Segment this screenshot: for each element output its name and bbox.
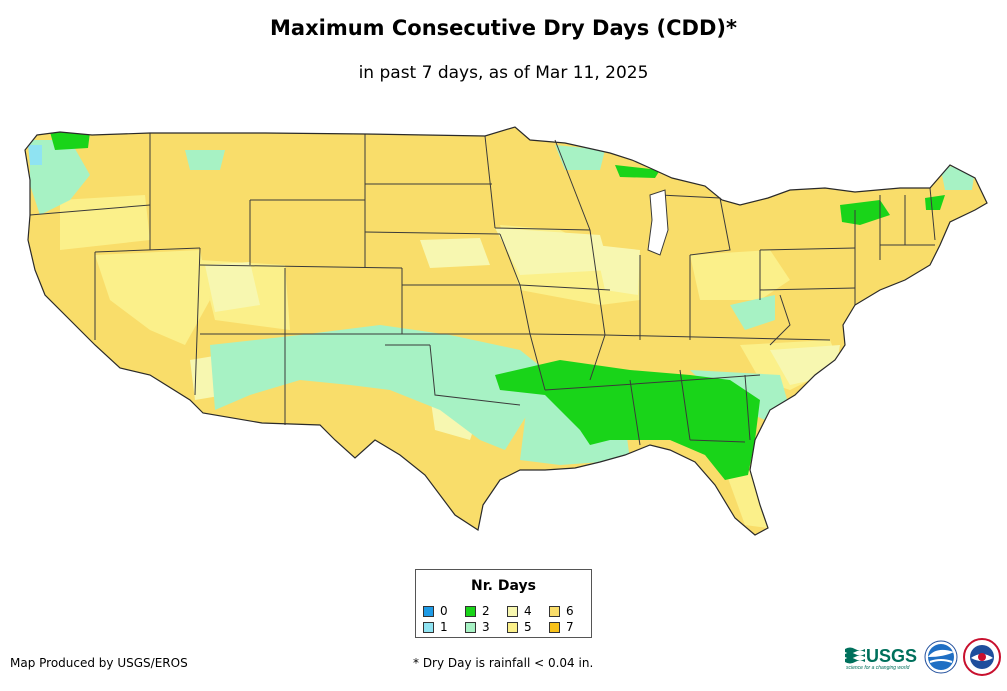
usgs-logo-text: USGS <box>866 646 917 666</box>
legend-item: 7 <box>549 619 591 635</box>
region-2-days-vermont <box>925 195 945 210</box>
noaa-logo-icon[interactable] <box>924 640 958 674</box>
region-5-days-ohio <box>690 250 790 300</box>
region-4-days-illinois <box>595 245 640 295</box>
region-3-days-great-lakes <box>555 145 605 170</box>
legend-swatch <box>465 605 476 617</box>
legend-item: 6 <box>549 603 591 619</box>
usgs-tagline: science for a changing world <box>846 665 910 671</box>
legend-item: 4 <box>507 603 549 619</box>
region-5-days-pacific-nw <box>60 195 150 250</box>
legend-label: 1 <box>440 620 448 634</box>
region-2-days-new-york <box>840 200 890 225</box>
legend-label: 7 <box>566 620 574 634</box>
legend-label: 5 <box>524 620 532 634</box>
map-credit: Map Produced by USGS/EROS <box>10 656 188 670</box>
lake-michigan <box>647 189 669 256</box>
legend-label: 4 <box>524 604 532 618</box>
region-1-day-olympic <box>28 145 42 165</box>
dry-day-footnote: * Dry Day is rainfall < 0.04 in. <box>413 656 594 670</box>
legend-swatch <box>423 621 434 633</box>
usgs-wave-icon <box>845 647 865 664</box>
legend-swatch <box>465 621 476 633</box>
legend-label: 2 <box>482 604 490 618</box>
legend-item: 3 <box>465 619 507 635</box>
legend-swatch <box>507 605 518 617</box>
legend-item: 2 <box>465 603 507 619</box>
legend-title: Nr. Days <box>471 578 536 594</box>
region-3-days-southern-plains <box>210 325 545 450</box>
region-2-days-north-washington <box>50 132 90 150</box>
region-5-days-great-basin <box>95 250 210 345</box>
map-title: Maximum Consecutive Dry Days (CDD)* <box>270 16 737 40</box>
legend-item: 0 <box>423 603 465 619</box>
legend-item: 5 <box>507 619 549 635</box>
region-3-days-montana <box>185 150 225 170</box>
legend-swatch <box>423 605 434 617</box>
legend-swatch <box>549 621 560 633</box>
legend-label: 0 <box>440 604 448 618</box>
usgs-logo[interactable]: USGS science for a changing world <box>844 643 918 671</box>
region-2-days-wisconsin <box>615 165 660 178</box>
map-subtitle: in past 7 days, as of Mar 11, 2025 <box>358 63 649 83</box>
region-2-days-deep-south <box>495 360 760 480</box>
legend-swatch <box>549 605 560 617</box>
us-outline <box>24 126 988 536</box>
legend-grid: 0 2 4 6 1 3 5 7 <box>423 603 591 635</box>
legend-label: 3 <box>482 620 490 634</box>
region-3-days-washington <box>30 140 90 215</box>
legend-label: 6 <box>566 604 574 618</box>
region-4-days-iowa <box>495 228 610 275</box>
region-3-days-appalachians <box>730 295 775 330</box>
nws-logo-icon[interactable] <box>963 638 1001 676</box>
legend: Nr. Days 0 2 4 6 1 3 5 7 <box>415 569 592 638</box>
region-4-days-utah <box>205 262 260 312</box>
state-borders <box>29 133 936 446</box>
legend-item: 1 <box>423 619 465 635</box>
region-4-days-nebraska <box>420 238 490 268</box>
legend-swatch <box>507 621 518 633</box>
